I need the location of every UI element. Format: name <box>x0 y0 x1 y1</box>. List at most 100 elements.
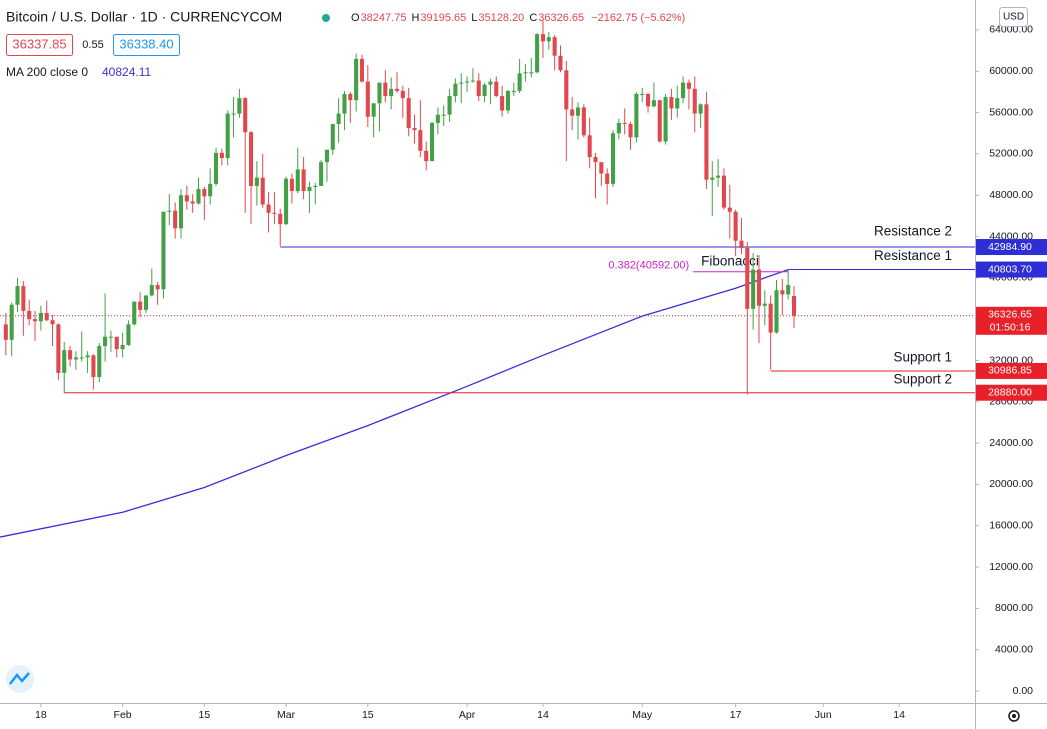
candle-body <box>692 88 697 114</box>
candle-body <box>675 98 680 109</box>
candle-body <box>284 178 289 225</box>
x-tick-label: Jun <box>815 709 832 721</box>
candle-body <box>173 210 178 229</box>
candle-body <box>348 93 353 101</box>
y-tick-label: 24000.00 <box>989 437 1033 449</box>
candle-body <box>686 82 691 89</box>
candle-body <box>38 312 43 322</box>
ohlc-key: C <box>529 12 537 24</box>
candle-body <box>406 98 411 129</box>
level-label: 30986.85 <box>988 365 1032 377</box>
candle-body <box>465 81 470 83</box>
candle-body <box>774 290 779 333</box>
candle-body <box>91 355 96 378</box>
candle-body <box>32 319 38 322</box>
candle-body <box>50 320 55 325</box>
candle-body <box>85 355 90 358</box>
ohlc-value: 38247.75 <box>361 12 407 24</box>
candle-body <box>9 304 14 340</box>
candle-body <box>739 240 744 248</box>
level-name: Resistance 2 <box>874 224 952 239</box>
bid: 36337.85 <box>12 36 66 51</box>
candle-body <box>196 189 201 204</box>
candle-body <box>564 70 569 110</box>
candle-body <box>68 350 73 360</box>
candle-body <box>681 82 686 99</box>
candle-body <box>249 132 254 186</box>
y-tick-label: 8000.00 <box>995 602 1033 614</box>
ask: 36338.40 <box>119 36 173 51</box>
y-tick-label: 16000.00 <box>989 520 1033 532</box>
candle-body <box>605 173 610 184</box>
candle-body <box>126 324 131 345</box>
candle-body <box>470 80 475 82</box>
candle-body <box>669 97 674 109</box>
ma-line <box>0 268 789 538</box>
level-name: Support 2 <box>893 371 952 386</box>
candle-body <box>721 175 726 208</box>
ask-box[interactable] <box>113 34 180 56</box>
candle-body <box>62 350 67 373</box>
y-tick-label: 0.00 <box>1013 685 1034 697</box>
candle-body <box>500 96 505 111</box>
candle-body <box>342 93 347 114</box>
candle-body <box>27 310 32 320</box>
ohlc-value: 36326.65 <box>538 12 584 24</box>
candle-body <box>184 195 189 202</box>
candle-body <box>745 247 750 309</box>
x-tick-label: 15 <box>362 709 374 721</box>
candle-body <box>289 178 294 192</box>
candle-body <box>243 98 248 133</box>
candle-body <box>295 169 300 192</box>
ma-name: MA 200 close 0 <box>6 65 88 79</box>
candle-body <box>354 58 359 101</box>
candle-body <box>219 152 224 159</box>
candle-body <box>324 149 329 163</box>
candle-body <box>751 269 756 309</box>
candle-body <box>190 201 195 204</box>
candle-body <box>727 207 732 212</box>
candle-body <box>616 122 621 134</box>
candle-body <box>570 109 575 116</box>
level-label-box <box>976 384 1047 401</box>
candle-body <box>716 175 721 178</box>
candle-body <box>459 82 464 84</box>
candle-body <box>610 133 616 184</box>
last-price-box <box>976 306 1047 335</box>
settings-button[interactable] <box>1008 710 1020 722</box>
ohlc-key: L <box>471 12 477 24</box>
y-tick-label: 4000.00 <box>995 643 1033 655</box>
candle-body <box>581 107 586 136</box>
candle-body <box>424 150 429 162</box>
bid-box[interactable] <box>6 34 73 56</box>
candle-body <box>698 104 703 114</box>
currency-button[interactable] <box>999 7 1028 27</box>
candle-body <box>540 34 546 42</box>
candle-body <box>762 303 767 306</box>
candle-body <box>213 152 219 184</box>
candle-body <box>412 128 417 131</box>
candle-body <box>546 37 551 42</box>
candle-body <box>651 100 656 107</box>
candle-body <box>733 211 738 241</box>
x-tick-label: 14 <box>537 709 549 721</box>
x-tick-label: Apr <box>459 709 476 721</box>
x-tick-label: May <box>632 709 653 721</box>
y-tick-label: 20000.00 <box>989 478 1033 490</box>
candle-body <box>365 81 370 117</box>
candle-body <box>494 81 499 97</box>
candle-body <box>371 103 376 117</box>
candle-body <box>389 88 394 97</box>
candle-body <box>73 357 78 360</box>
candle-body <box>517 73 522 91</box>
level-label-box <box>976 261 1047 278</box>
symbol-title: Bitcoin / U.S. Dollar · 1D · CURRENCYCOM <box>6 9 282 25</box>
candle-body <box>155 285 160 290</box>
candle-body <box>138 301 143 310</box>
candle-body <box>663 97 668 142</box>
x-tick-label: 14 <box>893 709 905 721</box>
candle-body <box>208 183 213 197</box>
candle-body <box>359 58 365 82</box>
candle-body <box>330 123 335 150</box>
